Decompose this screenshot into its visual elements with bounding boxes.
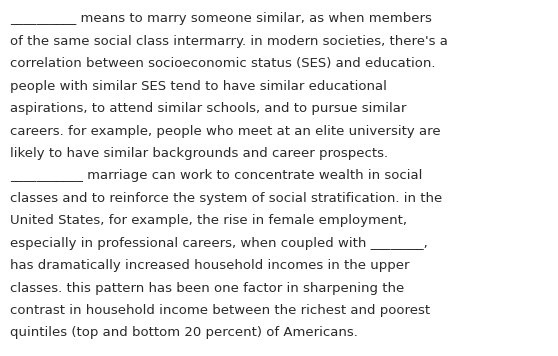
- Text: __________ means to marry someone similar, as when members: __________ means to marry someone simila…: [10, 12, 432, 26]
- Text: people with similar SES tend to have similar educational: people with similar SES tend to have sim…: [10, 80, 387, 93]
- Text: correlation between socioeconomic status (SES) and education.: correlation between socioeconomic status…: [10, 57, 436, 70]
- Text: classes. this pattern has been one factor in sharpening the: classes. this pattern has been one facto…: [10, 282, 405, 295]
- Text: aspirations, to attend similar schools, and to pursue similar: aspirations, to attend similar schools, …: [10, 102, 406, 115]
- Text: likely to have similar backgrounds and career prospects.: likely to have similar backgrounds and c…: [10, 147, 388, 160]
- Text: of the same social class intermarry. in modern societies, there's a: of the same social class intermarry. in …: [10, 35, 448, 48]
- Text: classes and to reinforce the system of social stratification. in the: classes and to reinforce the system of s…: [10, 192, 442, 205]
- Text: quintiles (top and bottom 20 percent) of Americans.: quintiles (top and bottom 20 percent) of…: [10, 326, 358, 340]
- Text: contrast in household income between the richest and poorest: contrast in household income between the…: [10, 304, 430, 317]
- Text: has dramatically increased household incomes in the upper: has dramatically increased household inc…: [10, 259, 410, 272]
- Text: careers. for example, people who meet at an elite university are: careers. for example, people who meet at…: [10, 125, 441, 138]
- Text: ___________ marriage can work to concentrate wealth in social: ___________ marriage can work to concent…: [10, 169, 422, 183]
- Text: United States, for example, the rise in female employment,: United States, for example, the rise in …: [10, 214, 407, 227]
- Text: especially in professional careers, when coupled with ________,: especially in professional careers, when…: [10, 237, 428, 250]
